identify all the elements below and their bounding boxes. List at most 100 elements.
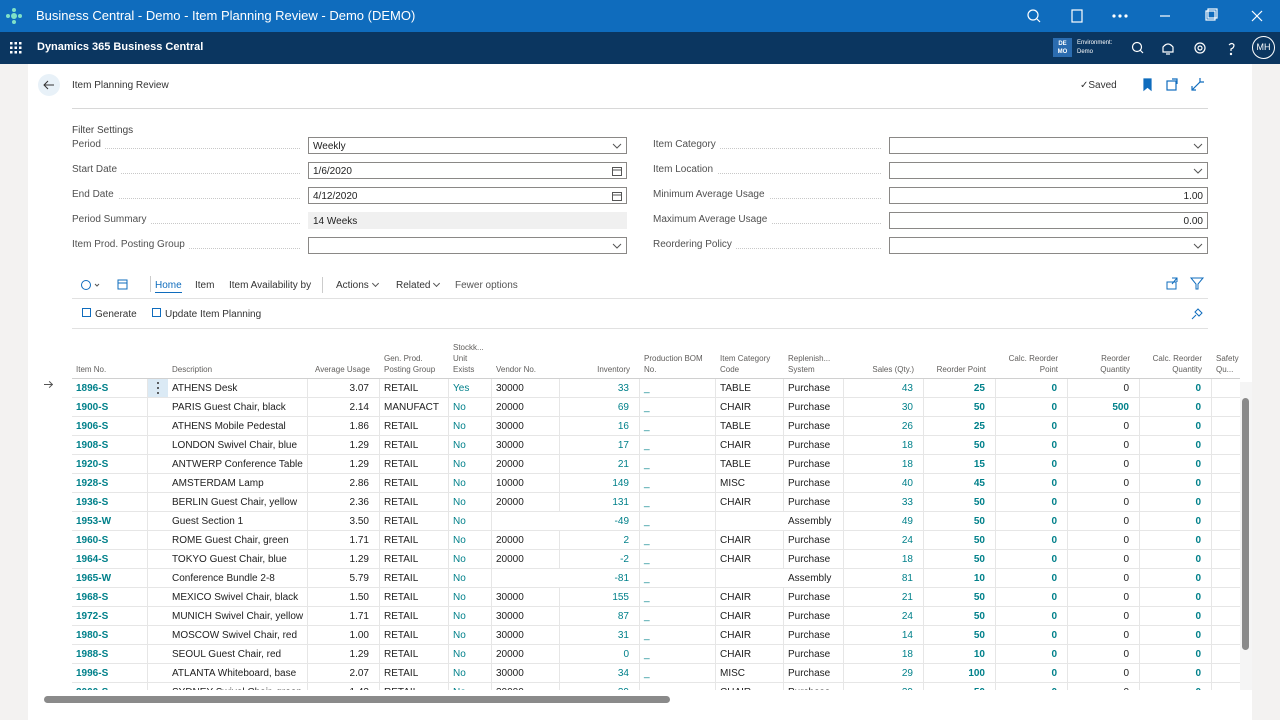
column-header[interactable]: Average Usage (308, 340, 380, 375)
grid-cell[interactable]: _ (640, 569, 716, 588)
column-header[interactable]: Reorder Point (924, 340, 996, 375)
grid-cell[interactable]: No (449, 626, 492, 645)
horizontal-scroll-thumb[interactable] (44, 696, 670, 703)
grid-cell[interactable]: 69 (560, 398, 640, 417)
grid-cell[interactable]: _ (640, 417, 716, 436)
share-filter-icons[interactable] (1166, 277, 1206, 291)
horizontal-scrollbar[interactable] (28, 694, 1252, 706)
back-button[interactable] (38, 74, 60, 96)
column-header[interactable]: Safety Qu... (1212, 340, 1240, 375)
column-header[interactable]: Replenish... System (784, 340, 844, 375)
item-no-link[interactable]: 1953-W (72, 512, 148, 531)
grid-cell[interactable]: _ (640, 379, 716, 398)
item-no-link[interactable]: 1928-S (72, 474, 148, 493)
grid-cell[interactable]: No (449, 531, 492, 550)
dropdown-chevron[interactable] (1193, 241, 1203, 251)
fewer-options[interactable]: Fewer options (455, 280, 518, 291)
filter-field[interactable]: Weekly (308, 137, 627, 154)
grid-cell[interactable]: 29 (844, 683, 924, 690)
filter-field[interactable] (889, 237, 1208, 254)
grid-cell[interactable]: No (449, 417, 492, 436)
filter-field[interactable]: 0.00 (889, 212, 1208, 229)
filter-field[interactable]: 1/6/2020 (308, 162, 627, 179)
column-header[interactable]: Gen. Prod. Posting Group (380, 340, 449, 375)
grid-cell[interactable]: 18 (844, 645, 924, 664)
grid-cell[interactable]: _ (640, 436, 716, 455)
grid-cell[interactable]: 31 (560, 626, 640, 645)
grid-cell[interactable]: 155 (560, 588, 640, 607)
dropdown-chevron[interactable] (612, 241, 622, 251)
grid-cell[interactable]: _ (640, 455, 716, 474)
toolbar-tab[interactable]: Item Availability by (229, 280, 312, 291)
app-bar-icons[interactable] (1130, 40, 1240, 56)
grid-cell[interactable]: _ (640, 626, 716, 645)
grid-cell[interactable]: 26 (844, 417, 924, 436)
column-header[interactable]: Vendor No. (492, 340, 560, 375)
grid-cell[interactable]: _ (640, 664, 716, 683)
column-header[interactable]: Description (168, 340, 308, 375)
action-button[interactable]: Update Item Planning (152, 308, 261, 320)
item-no-link[interactable]: 1996-S (72, 664, 148, 683)
grid-cell[interactable]: 0 (560, 645, 640, 664)
filter-field[interactable] (308, 237, 627, 254)
grid-cell[interactable]: 18 (844, 550, 924, 569)
calendar-icon[interactable] (612, 166, 622, 176)
item-no-link[interactable]: 1920-S (72, 455, 148, 474)
grid-cell[interactable]: 33 (844, 493, 924, 512)
grid-cell[interactable]: No (449, 512, 492, 531)
column-header[interactable]: Item No. (72, 340, 148, 375)
grid-cell[interactable]: 2 (560, 531, 640, 550)
action-button[interactable]: Generate (82, 308, 137, 320)
dropdown-chevron[interactable] (1193, 166, 1203, 176)
column-header[interactable]: Calc. Reorder Point (996, 340, 1068, 375)
vertical-scrollbar[interactable] (1240, 382, 1252, 690)
toolbar-icons[interactable] (80, 279, 140, 293)
dropdown-chevron[interactable] (1193, 141, 1203, 151)
grid-cell[interactable]: No (449, 588, 492, 607)
grid-cell[interactable]: _ (640, 645, 716, 664)
grid-cell[interactable]: No (449, 607, 492, 626)
item-no-link[interactable]: 1906-S (72, 417, 148, 436)
item-no-link[interactable]: 1988-S (72, 645, 148, 664)
column-header[interactable]: Stockk... Unit Exists (449, 340, 492, 375)
filter-field[interactable]: 1.00 (889, 187, 1208, 204)
grid-cell[interactable]: 29 (844, 664, 924, 683)
grid-cell[interactable]: No (449, 474, 492, 493)
grid-cell[interactable]: Yes (449, 379, 492, 398)
item-no-link[interactable]: 1964-S (72, 550, 148, 569)
grid-cell[interactable]: -81 (560, 569, 640, 588)
filter-field[interactable] (889, 137, 1208, 154)
grid-cell[interactable]: _ (640, 493, 716, 512)
grid-cell[interactable]: 81 (844, 569, 924, 588)
grid-cell[interactable]: -49 (560, 512, 640, 531)
grid-cell[interactable]: No (449, 398, 492, 417)
grid-cell[interactable]: 21 (560, 455, 640, 474)
grid-cell[interactable]: No (449, 455, 492, 474)
toolbar-tab[interactable]: Item (195, 280, 215, 291)
grid-cell[interactable]: _ (640, 607, 716, 626)
grid-cell[interactable]: 16 (560, 417, 640, 436)
grid-cell[interactable]: No (449, 436, 492, 455)
grid-cell[interactable]: 131 (560, 493, 640, 512)
grid-cell[interactable]: No (449, 569, 492, 588)
grid-cell[interactable]: _ (640, 550, 716, 569)
item-no-link[interactable]: 1980-S (72, 626, 148, 645)
column-header[interactable]: Item Category Code (716, 340, 784, 375)
column-header[interactable]: Reorder Quantity (1068, 340, 1140, 375)
grid-cell[interactable]: 33 (560, 379, 640, 398)
item-no-link[interactable]: 1972-S (72, 607, 148, 626)
item-no-link[interactable]: 1960-S (72, 531, 148, 550)
grid-cell[interactable]: _ (640, 531, 716, 550)
item-no-link[interactable]: 1936-S (72, 493, 148, 512)
toolbar-tab[interactable]: Home (155, 280, 182, 293)
toolbar-menu[interactable]: Related (396, 279, 441, 291)
grid-cell[interactable]: _ (640, 474, 716, 493)
grid-cell[interactable]: 149 (560, 474, 640, 493)
grid-cell[interactable]: 14 (844, 626, 924, 645)
column-header[interactable]: Sales (Qty.) (844, 340, 924, 375)
column-header[interactable]: Inventory (560, 340, 640, 375)
grid-cell[interactable]: 39 (560, 683, 640, 690)
toolbar-menu[interactable]: Actions (336, 279, 379, 291)
page-actions[interactable] (1142, 78, 1208, 92)
waffle-menu[interactable] (10, 42, 22, 54)
